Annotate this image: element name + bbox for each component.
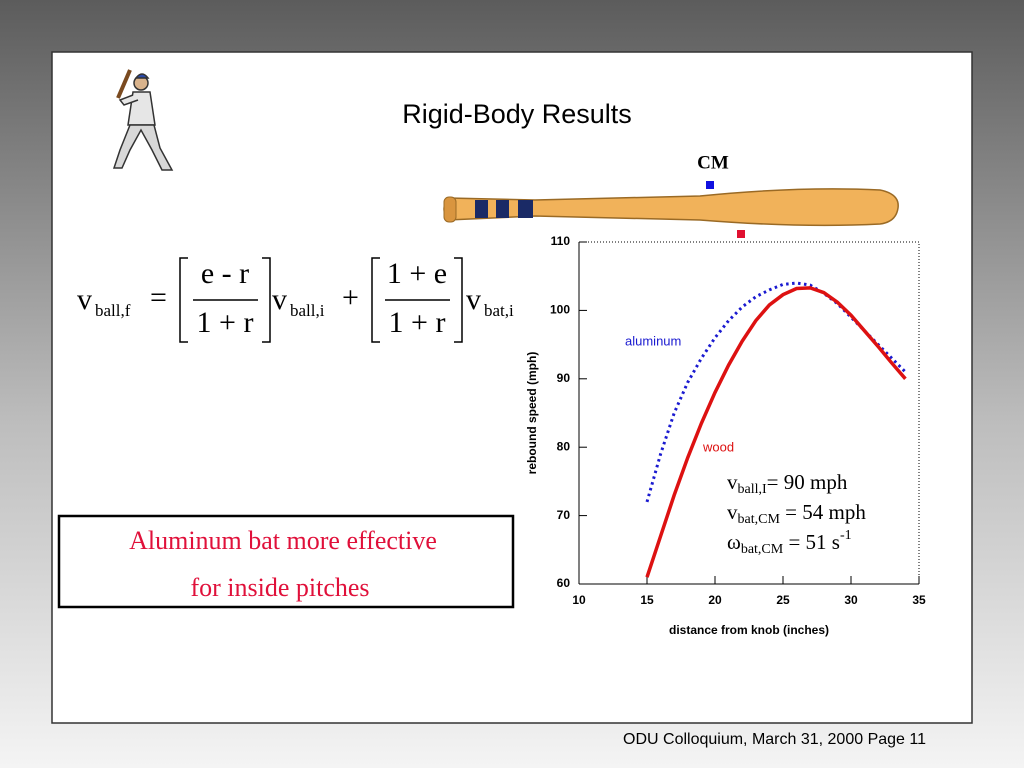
- sweet-spot-marker: [737, 230, 745, 238]
- icon-legs: [112, 124, 174, 171]
- x-tick-label: 20: [708, 593, 722, 607]
- bat-tape: [496, 200, 509, 218]
- y-tick-label: 90: [557, 371, 571, 385]
- x-axis-label: distance from knob (inches): [669, 623, 829, 637]
- x-tick-label: 25: [776, 593, 790, 607]
- y-axis-label: rebound speed (mph): [525, 352, 539, 475]
- icon-cap: [134, 73, 150, 79]
- fraction-numerator: 1 + e: [387, 257, 447, 290]
- y-tick-label: 60: [557, 576, 571, 590]
- annotation-main: ω: [727, 530, 741, 554]
- x-tick-label: 15: [640, 593, 654, 607]
- icon-bat: [116, 69, 132, 99]
- formula-op: +: [342, 281, 359, 314]
- series-label: aluminum: [625, 333, 681, 348]
- annotation-sup: -1: [840, 528, 852, 543]
- bat-drawing: CM: [443, 152, 899, 238]
- annotation-rest: = 51 s: [783, 530, 840, 554]
- series-line: [645, 281, 907, 503]
- formula-var: v: [466, 283, 481, 316]
- y-tick-label: 70: [557, 508, 571, 522]
- annotation-main: v: [727, 470, 738, 494]
- formula: v ball,f = e - r 1 + r v ball,i + 1 + e …: [77, 257, 514, 343]
- series-line: [645, 286, 907, 578]
- callout-line: for inside pitches: [190, 573, 369, 602]
- plot-frame: [579, 241, 920, 584]
- formula-var: v: [77, 283, 92, 316]
- y-tick-label: 110: [551, 234, 571, 248]
- bat-tape: [475, 200, 488, 218]
- cm-label: CM: [697, 152, 729, 173]
- formula-sub: ball,f: [95, 301, 131, 320]
- callout-line: Aluminum bat more effective: [129, 526, 437, 555]
- x-tick-label: 35: [912, 593, 926, 607]
- annotation-sub: ball,I: [738, 482, 767, 497]
- formula-sub: ball,i: [290, 301, 325, 320]
- annotation-main: v: [727, 500, 738, 524]
- annotation-sub: bat,CM: [741, 542, 784, 557]
- slide-panel: [51, 51, 973, 724]
- bat-body: [443, 188, 899, 227]
- fraction-denominator: 1 + r: [197, 306, 254, 339]
- annotation: ωbat,CM = 51 s-1: [727, 528, 852, 557]
- icon-arm: [118, 94, 139, 106]
- slide-title: Rigid-Body Results: [402, 99, 632, 129]
- chart: 60 70 80 90 100 110 10 15 20 25 30 35 distance from …: [525, 234, 926, 637]
- y-tick-label: 100: [550, 303, 570, 317]
- annotation: vball,I= 90 mph: [727, 470, 848, 497]
- fraction-numerator: e - r: [201, 257, 249, 290]
- x-tick-label: 30: [844, 593, 858, 607]
- bat-knob: [443, 196, 457, 223]
- y-tick-label: 80: [557, 439, 571, 453]
- formula-sub: bat,i: [484, 301, 514, 320]
- annotation-rest: = 54 mph: [780, 500, 866, 524]
- x-tick-label: 10: [572, 593, 586, 607]
- series-label: wood: [702, 439, 734, 454]
- annotation-sub: bat,CM: [738, 512, 781, 527]
- bat-tape: [518, 200, 533, 218]
- formula-op: =: [150, 281, 167, 314]
- cm-marker: [706, 181, 714, 189]
- formula-var: v: [272, 283, 287, 316]
- annotation: vbat,CM = 54 mph: [727, 500, 866, 527]
- batter-icon: [112, 69, 174, 171]
- footer: ODU Colloquium, March 31, 2000 Page 11: [623, 731, 926, 748]
- bracket: [179, 257, 271, 343]
- annotation-rest: = 90 mph: [767, 470, 848, 494]
- fraction-denominator: 1 + r: [389, 306, 446, 339]
- bracket: [371, 257, 463, 343]
- callout-box: [57, 514, 515, 609]
